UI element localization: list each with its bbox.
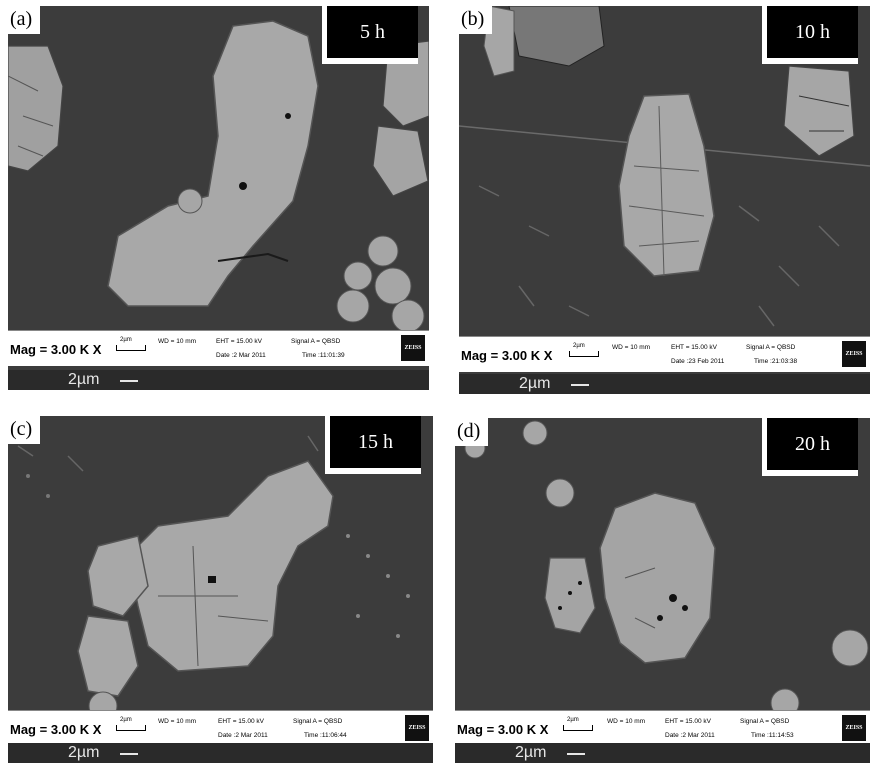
panel-label: (b) bbox=[459, 6, 493, 34]
magnification-text: Mag = 3.00 K X bbox=[10, 722, 102, 737]
sem-data-bar: Mag = 3.00 K X 2µm WD = 10 mm EHT = 15.0… bbox=[459, 336, 870, 372]
time-value: Time :11:06:44 bbox=[304, 732, 347, 739]
panel-label: (d) bbox=[455, 418, 489, 446]
signal-value: Signal A = QBSD bbox=[740, 718, 790, 725]
working-distance: WD = 10 mm bbox=[607, 718, 646, 725]
working-distance: WD = 10 mm bbox=[158, 338, 197, 345]
scale-label: 2µm bbox=[567, 717, 579, 723]
scale-label: 2µm bbox=[120, 717, 132, 723]
signal-value: Signal A = QBSD bbox=[291, 338, 341, 345]
magnification-text: Mag = 3.00 K X bbox=[10, 342, 102, 357]
sem-data-bar: Mag = 3.00 K X 2µm WD = 10 mm EHT = 15.0… bbox=[455, 710, 870, 746]
scale-footer: 2µm bbox=[8, 370, 429, 390]
eht-value: EHT = 15.00 kV bbox=[218, 718, 264, 725]
micrograph-panel-d: (d) 20 h Mag = 3.00 K X 2µm WD = 10 mm E… bbox=[455, 418, 870, 763]
scale-bar bbox=[116, 725, 146, 731]
micrograph-panel-a: (a) 5 h Mag = 3.00 K X 2µm WD = 10 mm EH… bbox=[8, 6, 429, 390]
date-value: Date :2 Mar 2011 bbox=[216, 352, 266, 359]
micrograph-panel-b: (b) 10 h Mag = 3.00 K X 2µm WD = 10 mm E… bbox=[459, 6, 870, 394]
panel-label: (a) bbox=[8, 6, 41, 34]
zeiss-logo: ZEISS bbox=[842, 341, 866, 367]
working-distance: WD = 10 mm bbox=[158, 718, 197, 725]
magnification-text: Mag = 3.00 K X bbox=[457, 722, 549, 737]
zeiss-logo: ZEISS bbox=[401, 335, 425, 361]
panel-label: (c) bbox=[8, 416, 41, 444]
scale-label: 2µm bbox=[120, 337, 132, 343]
sem-data-bar: Mag = 3.00 K X 2µm WD = 10 mm EHT = 15.0… bbox=[8, 330, 429, 366]
scale-bar bbox=[563, 725, 593, 731]
eht-value: EHT = 15.00 kV bbox=[665, 718, 711, 725]
time-value: Time :21:03:38 bbox=[754, 358, 798, 365]
footer-scale-label: 2µm bbox=[515, 744, 547, 761]
scale-footer: 2µm bbox=[455, 743, 870, 763]
footer-scale-bar bbox=[567, 753, 585, 755]
footer-scale-label: 2µm bbox=[68, 744, 100, 761]
time-label: 20 h bbox=[762, 418, 858, 476]
zeiss-logo: ZEISS bbox=[405, 715, 429, 741]
footer-scale-bar bbox=[120, 380, 138, 382]
scale-footer: 2µm bbox=[459, 374, 870, 394]
footer-scale-label: 2µm bbox=[519, 375, 551, 392]
scale-footer: 2µm bbox=[8, 743, 433, 763]
time-value: Time :11:14:53 bbox=[751, 732, 794, 739]
micrograph-panel-c: (c) 15 h Mag = 3.00 K X 2µm WD = 10 mm E… bbox=[8, 416, 433, 763]
eht-value: EHT = 15.00 kV bbox=[216, 338, 262, 345]
signal-value: Signal A = QBSD bbox=[746, 344, 796, 351]
scale-bar bbox=[116, 345, 146, 351]
signal-value: Signal A = QBSD bbox=[293, 718, 343, 725]
scale-bar bbox=[569, 351, 599, 357]
scale-label: 2µm bbox=[573, 343, 585, 349]
eht-value: EHT = 15.00 kV bbox=[671, 344, 717, 351]
time-label: 5 h bbox=[322, 6, 418, 64]
sem-image-b bbox=[459, 6, 870, 394]
sem-data-bar: Mag = 3.00 K X 2µm WD = 10 mm EHT = 15.0… bbox=[8, 710, 433, 746]
date-value: Date :2 Mar 2011 bbox=[665, 732, 715, 739]
zeiss-logo: ZEISS bbox=[842, 715, 866, 741]
footer-scale-label: 2µm bbox=[68, 371, 100, 388]
magnification-text: Mag = 3.00 K X bbox=[461, 348, 553, 363]
date-value: Date :2 Mar 2011 bbox=[218, 732, 268, 739]
time-label: 10 h bbox=[762, 6, 858, 64]
time-value: Time :11:01:39 bbox=[302, 352, 345, 359]
time-label: 15 h bbox=[325, 416, 421, 474]
footer-scale-bar bbox=[120, 753, 138, 755]
working-distance: WD = 10 mm bbox=[612, 344, 651, 351]
sem-image-a bbox=[8, 6, 429, 390]
date-value: Date :23 Feb 2011 bbox=[671, 358, 725, 365]
footer-scale-bar bbox=[571, 384, 589, 386]
